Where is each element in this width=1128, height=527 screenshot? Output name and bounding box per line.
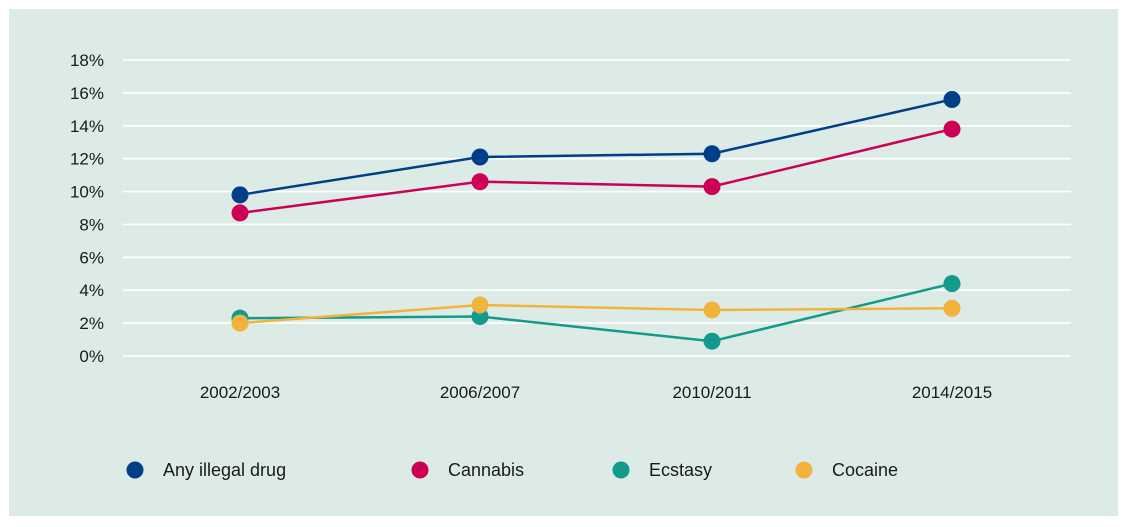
x-axis-ticks: 2002/2003 2006/2007 2010/2011 2014/2015 [200,383,992,402]
legend-marker [412,462,429,479]
y-tick-label: 12% [70,150,104,169]
legend-label: Any illegal drug [163,460,286,480]
data-point [232,315,249,332]
data-point [472,149,489,166]
legend-marker [796,462,813,479]
legend-item: Any illegal drug [127,460,287,480]
y-tick-label: 16% [70,84,104,103]
y-tick-label: 6% [79,248,104,267]
x-tick-label: 2010/2011 [672,383,751,402]
x-tick-label: 2002/2003 [200,383,280,402]
y-tick-label: 8% [79,215,104,234]
data-point [944,121,961,138]
legend-label: Ecstasy [649,460,712,480]
legend-item: Cocaine [796,460,899,480]
data-point [472,297,489,314]
data-point [944,300,961,317]
legend-label: Cannabis [448,460,524,480]
series-any-illegal-drug [232,91,961,203]
legend-item: Ecstasy [613,460,713,480]
data-point [232,204,249,221]
series-line [240,129,952,213]
data-point [232,186,249,203]
x-tick-label: 2014/2015 [912,383,992,402]
data-point [704,333,721,350]
legend-item: Cannabis [412,460,525,480]
legend: Any illegal drug Cannabis Ecstasy Cocaine [127,460,899,480]
y-tick-label: 2% [79,314,104,333]
data-point [944,91,961,108]
line-chart: 0% 2% 4% 6% 8% 10% 12% 14% 16% 18% 2002/2003 2006/… [9,9,1118,516]
chart-panel: 0% 2% 4% 6% 8% 10% 12% 14% 16% 18% 2002/2003 2006/… [9,9,1118,516]
legend-label: Cocaine [832,460,898,480]
data-point [704,301,721,318]
data-point [472,173,489,190]
data-point [704,178,721,195]
y-tick-label: 0% [79,347,104,366]
y-tick-label: 4% [79,281,104,300]
y-axis-ticks: 0% 2% 4% 6% 8% 10% 12% 14% 16% 18% [70,51,104,366]
y-tick-label: 10% [70,183,104,202]
y-tick-label: 18% [70,51,104,70]
series-cocaine [232,297,961,332]
data-point [944,275,961,292]
series-line [240,284,952,342]
legend-marker [613,462,630,479]
series-line [240,99,952,194]
data-point [704,145,721,162]
legend-marker [127,462,144,479]
series-lines [232,91,961,350]
x-tick-label: 2006/2007 [440,383,520,402]
series-cannabis [232,121,961,222]
series-line [240,305,952,323]
y-tick-label: 14% [70,117,104,136]
series-ecstasy [232,275,961,350]
